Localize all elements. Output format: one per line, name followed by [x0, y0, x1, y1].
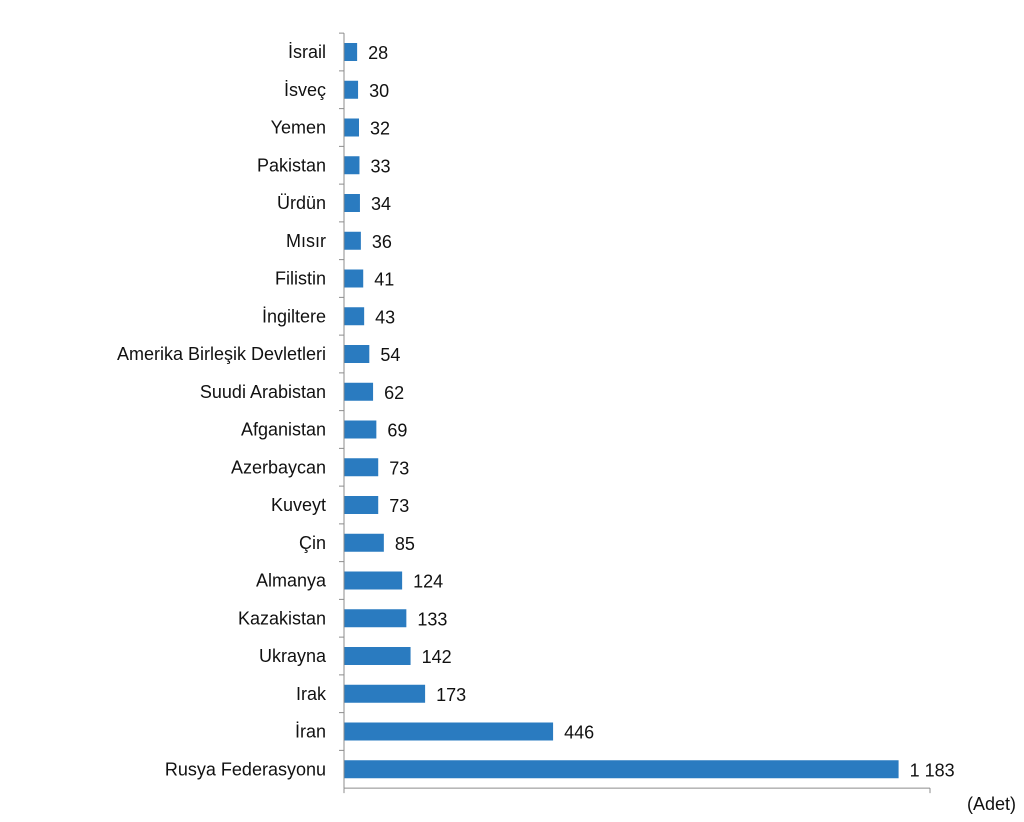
- bar: [344, 156, 360, 175]
- data-label: 34: [371, 194, 391, 214]
- bar: [344, 231, 361, 250]
- bar: [344, 458, 379, 477]
- data-label: 173: [436, 685, 466, 705]
- data-label: 54: [380, 345, 400, 365]
- labels-layer: İsrail 28 İsveç 30 Yemen 32 Pakistan 33 Ürdün 34 M…: [117, 42, 955, 780]
- data-label: 446: [564, 723, 594, 743]
- category-label: Irak: [296, 684, 327, 704]
- bar: [344, 269, 364, 288]
- data-label: 73: [389, 458, 409, 478]
- category-label: İngiltere: [262, 306, 326, 326]
- data-label: 1 183: [910, 760, 955, 780]
- bar: [344, 118, 360, 137]
- category-label: Amerika Birleşik Devletleri: [117, 344, 326, 364]
- category-label: Rusya Federasyonu: [165, 759, 326, 779]
- data-label: 142: [422, 647, 452, 667]
- data-label: 30: [369, 81, 389, 101]
- category-label: Pakistan: [257, 155, 326, 175]
- data-label: 43: [375, 307, 395, 327]
- data-label: 62: [384, 383, 404, 403]
- data-label: 36: [372, 232, 392, 252]
- data-label: 124: [413, 572, 443, 592]
- data-label: 28: [368, 43, 388, 63]
- unit-label: (Adet): [967, 794, 1016, 814]
- data-label: 73: [389, 496, 409, 516]
- bar: [344, 43, 358, 61]
- data-label: 41: [374, 270, 394, 290]
- category-label: Ukrayna: [259, 646, 327, 666]
- category-label: Filistin: [275, 269, 326, 289]
- bar: [344, 420, 377, 439]
- bar: [344, 722, 554, 741]
- bars-layer: [344, 43, 899, 779]
- category-label: İsveç: [284, 80, 326, 100]
- category-label: Kazakistan: [238, 608, 326, 628]
- bar: [344, 80, 359, 99]
- bar: [344, 496, 379, 514]
- category-label: Yemen: [271, 118, 326, 138]
- bar: [344, 684, 426, 703]
- category-label: Suudi Arabistan: [200, 382, 326, 402]
- category-label: Mısır: [286, 231, 326, 251]
- data-label: 85: [395, 534, 415, 554]
- category-label: Çin: [299, 533, 326, 553]
- bar: [344, 345, 370, 363]
- category-label: Azerbaycan: [231, 457, 326, 477]
- data-label: 133: [417, 609, 447, 629]
- data-label: 69: [387, 421, 407, 441]
- data-label: 32: [370, 119, 390, 139]
- data-label: 33: [370, 156, 390, 176]
- bar: [344, 307, 365, 326]
- bar: [344, 760, 899, 779]
- bar: [344, 533, 384, 552]
- bar: [344, 609, 407, 628]
- bar: [344, 647, 411, 665]
- category-label: Ürdün: [277, 193, 326, 213]
- bar: [344, 571, 403, 590]
- axis-layer: [339, 32, 931, 794]
- category-label: İran: [295, 722, 326, 742]
- category-label: İsrail: [288, 42, 326, 62]
- category-label: Kuveyt: [271, 495, 326, 515]
- bar: [344, 382, 374, 401]
- category-label: Afganistan: [241, 420, 326, 440]
- category-label: Almanya: [256, 571, 327, 591]
- bar: [344, 194, 360, 212]
